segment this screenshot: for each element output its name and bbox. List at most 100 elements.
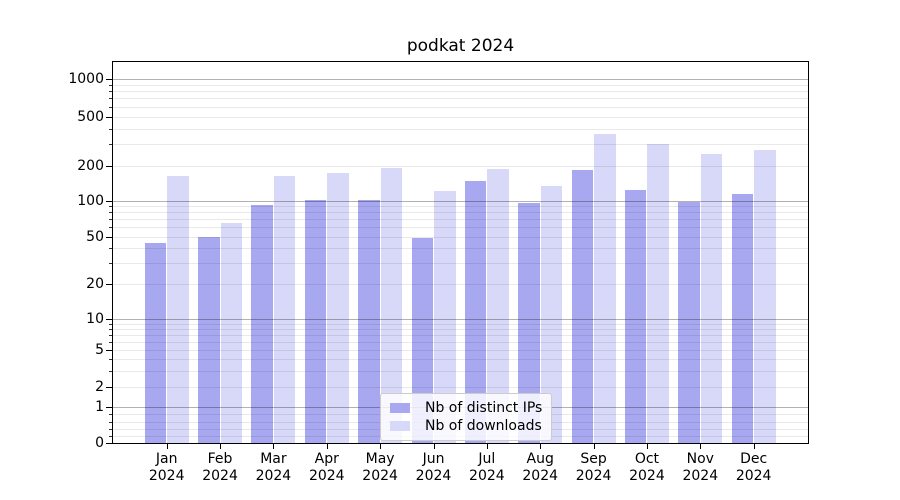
gridline-minor [113, 219, 808, 220]
y-tick-mark [106, 443, 112, 444]
gridline-minor [113, 91, 808, 92]
y-tick-label: 0 [95, 435, 104, 451]
y-minor-tick-mark [109, 429, 112, 430]
gridlines-layer [113, 62, 808, 443]
gridline-minor [113, 335, 808, 336]
legend-item-distinct-ips: Nb of distinct IPs [390, 399, 542, 416]
x-tick-label-dec: Dec 2024 [735, 451, 772, 484]
y-minor-tick-mark [109, 248, 112, 249]
y-tick-label: 20 [86, 276, 104, 293]
bar-distinct-ips-jul [464, 181, 487, 443]
gridline-minor [113, 387, 808, 388]
chart-title: podkat 2024 [406, 36, 515, 56]
x-tick-mark [754, 444, 755, 449]
legend-swatch-distinct-ips [390, 402, 410, 413]
gridline-minor [113, 85, 808, 86]
x-tick-label-jul: Jul 2024 [469, 451, 505, 484]
gridline-minor [113, 129, 808, 130]
gridline-minor [113, 342, 808, 343]
x-tick-mark [273, 444, 274, 449]
y-minor-tick-mark [109, 144, 112, 145]
y-minor-tick-mark [109, 342, 112, 343]
bar-downloads-mar [273, 175, 296, 443]
x-tick-label-mar: Mar 2024 [255, 451, 292, 484]
y-tick-mark [106, 166, 112, 167]
x-tick-mark [594, 444, 595, 449]
bar-downloads-feb [220, 223, 243, 443]
y-tick-label: 100 [77, 193, 104, 209]
bar-downloads-dec [754, 150, 776, 443]
y-tick-label: 1 [95, 399, 104, 416]
x-tick-mark [700, 444, 701, 449]
gridline-minor [113, 117, 808, 118]
legend: Nb of distinct IPs Nb of downloads [380, 393, 553, 441]
gridline-minor [113, 263, 808, 264]
bar-distinct-ips-feb [198, 236, 220, 443]
y-minor-tick-mark [109, 219, 112, 220]
y-minor-tick-mark [109, 98, 112, 99]
gridline-minor [113, 237, 808, 238]
x-tick-label-nov: Nov 2024 [682, 451, 719, 484]
bar-downloads-jun [434, 191, 456, 443]
x-tick-label-apr: Apr 2024 [308, 451, 345, 484]
legend-label-distinct-ips: Nb of distinct IPs [425, 399, 543, 416]
gridline-minor [113, 166, 808, 167]
bar-distinct-ips-oct [624, 190, 647, 443]
y-tick-mark [106, 117, 112, 118]
gridline-minor [113, 371, 808, 372]
y-minor-tick-mark [109, 212, 112, 213]
y-tick-label: 500 [77, 108, 104, 125]
gridline-minor [113, 248, 808, 249]
gridline-major [113, 79, 808, 80]
bar-downloads-oct [647, 143, 669, 443]
x-tick-mark [487, 444, 488, 449]
gridline-minor [113, 144, 808, 145]
gridline-minor [113, 212, 808, 213]
bar-distinct-ips-mar [251, 204, 273, 443]
x-tick-label-jun: Jun 2024 [415, 451, 452, 484]
bar-downloads-nov [700, 154, 723, 443]
bar-downloads-may [380, 168, 403, 443]
bar-distinct-ips-sep [571, 169, 594, 443]
y-tick-mark [106, 319, 112, 320]
y-minor-tick-mark [109, 263, 112, 264]
y-tick-label: 2 [95, 379, 104, 396]
gridline-minor [113, 359, 808, 360]
y-minor-tick-mark [109, 414, 112, 415]
bar-distinct-ips-may [358, 200, 380, 443]
gridline-minor [113, 98, 808, 99]
bar-downloads-aug [540, 186, 563, 443]
legend-swatch-downloads [390, 420, 410, 431]
bars-layer [113, 62, 808, 443]
y-tick-mark [106, 387, 112, 388]
bar-downloads-jan [167, 175, 189, 443]
bar-downloads-jul [487, 169, 509, 443]
y-tick-mark [106, 79, 112, 80]
y-minor-tick-mark [109, 129, 112, 130]
x-tick-label-may: May 2024 [362, 451, 398, 484]
x-tick-mark [167, 444, 168, 449]
bar-distinct-ips-aug [518, 203, 540, 443]
gridline-minor [113, 107, 808, 108]
y-minor-tick-mark [109, 91, 112, 92]
gridline-minor [113, 206, 808, 207]
y-minor-tick-mark [109, 329, 112, 330]
x-tick-mark [434, 444, 435, 449]
gridline-minor [113, 227, 808, 228]
bar-distinct-ips-jun [411, 237, 433, 443]
gridline-minor [113, 350, 808, 351]
x-tick-label-jan: Jan 2024 [148, 451, 185, 484]
y-tick-mark [106, 237, 112, 238]
y-minor-tick-mark [109, 335, 112, 336]
plot-area [112, 61, 809, 444]
x-tick-mark [647, 444, 648, 449]
legend-label-downloads: Nb of downloads [425, 417, 542, 434]
bar-downloads-sep [594, 133, 616, 443]
y-minor-tick-mark [109, 206, 112, 207]
x-tick-label-oct: Oct 2024 [629, 451, 665, 484]
legend-item-downloads: Nb of downloads [390, 417, 542, 434]
y-minor-tick-mark [109, 85, 112, 86]
x-tick-label-aug: Aug 2024 [522, 451, 559, 484]
y-tick-label: 200 [77, 157, 104, 174]
